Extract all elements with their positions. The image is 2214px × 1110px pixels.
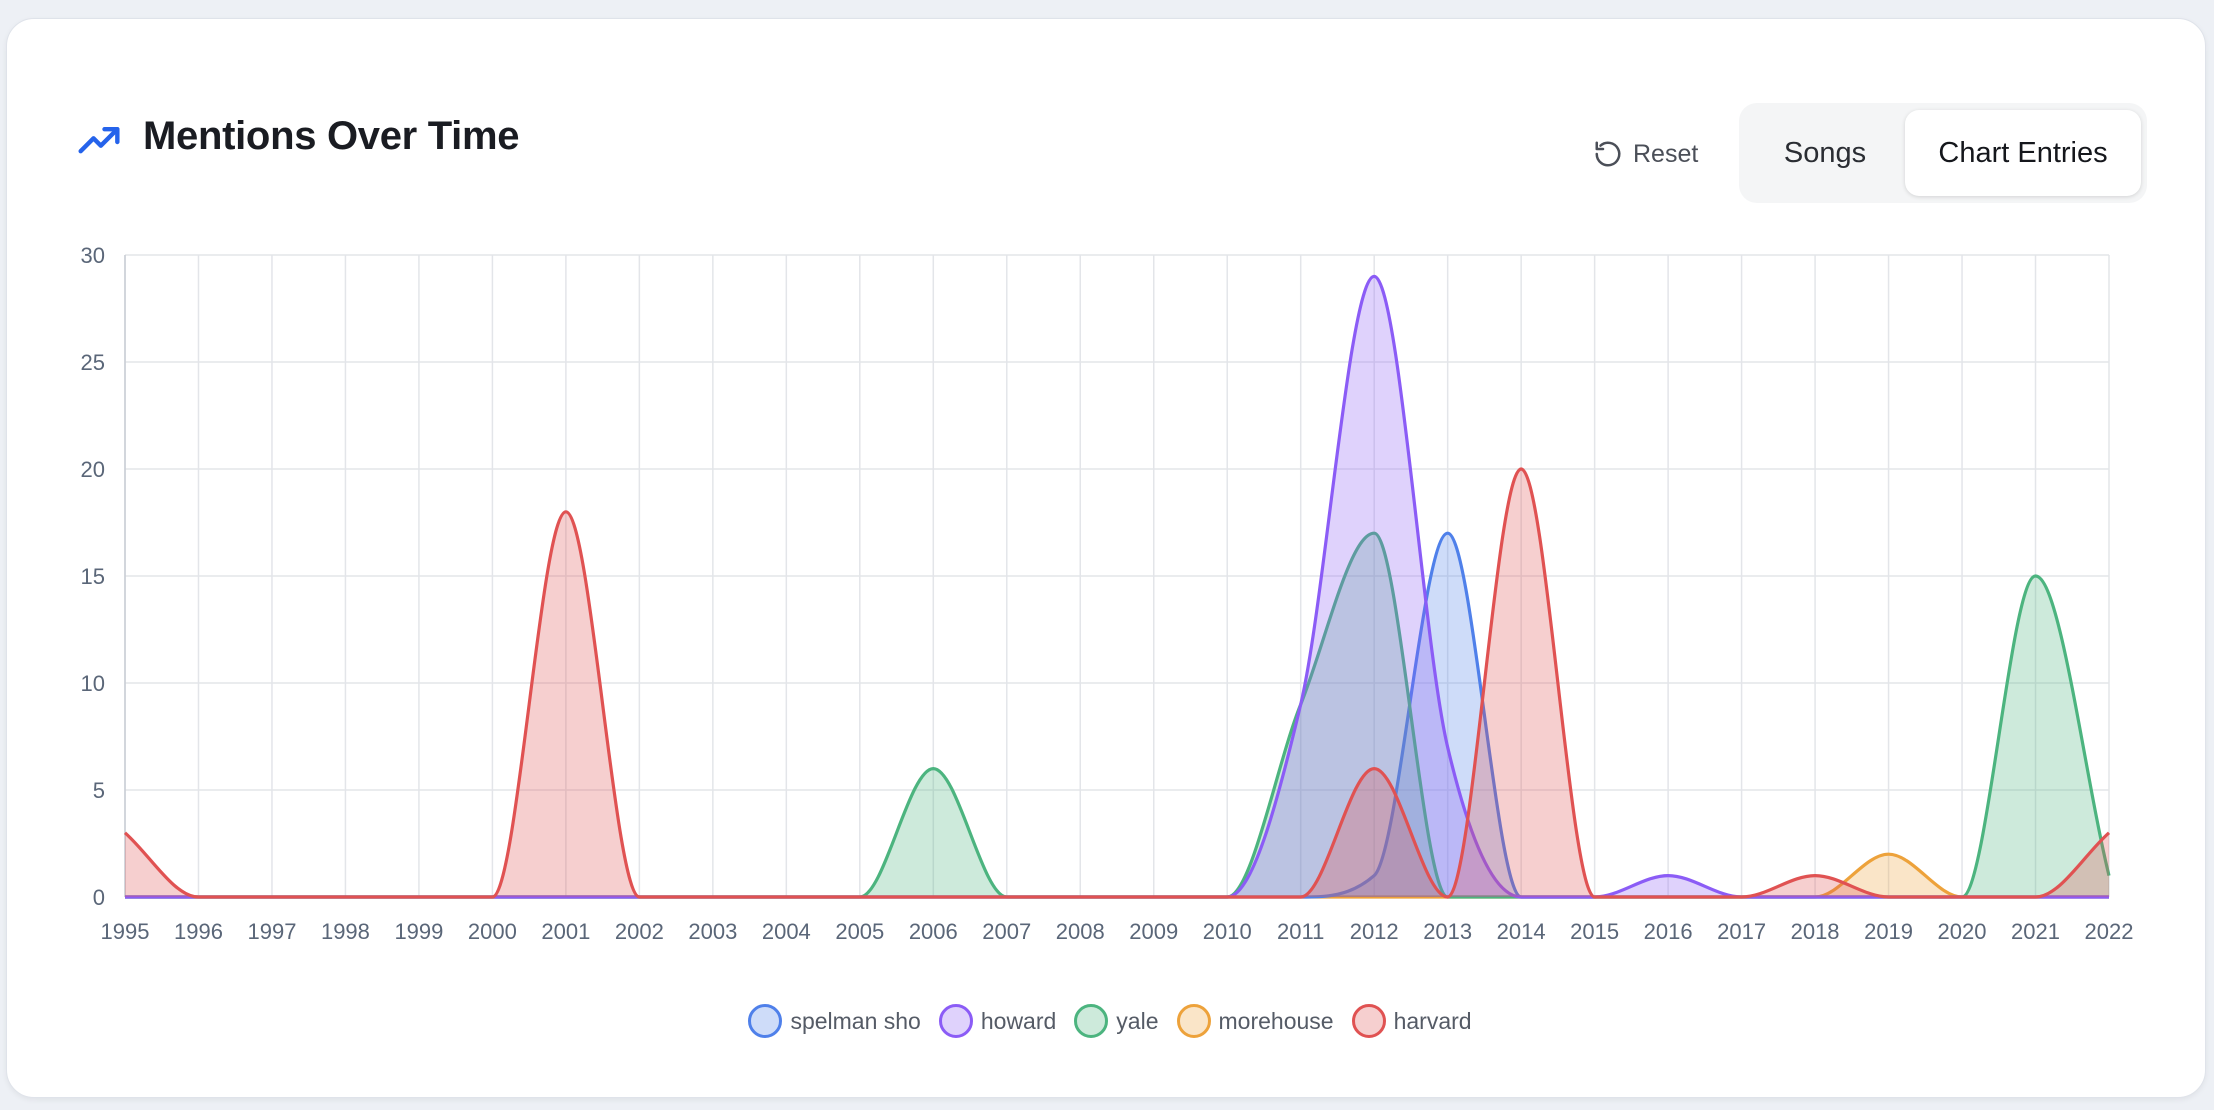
- x-tick-label: 2016: [1644, 919, 1693, 944]
- x-tick-label: 2007: [982, 919, 1031, 944]
- y-tick-label: 20: [81, 457, 105, 482]
- trending-up-icon: [78, 126, 120, 154]
- chart-card: Mentions Over Time Reset Songs Chart Ent…: [6, 18, 2206, 1098]
- x-tick-label: 2022: [2085, 919, 2134, 944]
- x-tick-label: 2021: [2011, 919, 2060, 944]
- legend-item-harvard[interactable]: harvard: [1351, 1004, 1472, 1038]
- x-tick-label: 2002: [615, 919, 664, 944]
- chart-title: Mentions Over Time: [143, 114, 520, 158]
- x-tick-label: 2017: [1717, 919, 1766, 944]
- series-areas: [123, 274, 2111, 899]
- y-tick-label: 15: [81, 564, 105, 589]
- legend-item-morehouse[interactable]: morehouse: [1176, 1004, 1334, 1038]
- legend-swatch: [1074, 1004, 1109, 1038]
- y-tick-label: 10: [81, 671, 105, 696]
- line-harvard: [123, 467, 2111, 899]
- legend-swatch: [1176, 1004, 1211, 1038]
- x-axis: 1995 1996 1997 1998 1999 2000 2001 2002 2003 2004…: [101, 919, 2134, 944]
- x-tick-label: 2018: [1791, 919, 1840, 944]
- x-tick-label: 2005: [835, 919, 884, 944]
- x-tick-label: 1995: [101, 919, 150, 944]
- legend-swatch: [1351, 1004, 1386, 1038]
- line-spelman-sho: [125, 531, 2109, 899]
- rotate-ccw-icon: [1595, 141, 1621, 167]
- legend-label: harvard: [1393, 1007, 1472, 1034]
- x-tick-label: 1996: [174, 919, 223, 944]
- legend-label: morehouse: [1218, 1007, 1334, 1034]
- chart-entries-toggle[interactable]: Chart Entries: [1905, 110, 2141, 196]
- x-tick-label: 2012: [1350, 919, 1399, 944]
- line-howard: [125, 274, 2109, 899]
- y-tick-label: 25: [81, 350, 105, 375]
- area-yale: [125, 533, 2109, 897]
- legend-swatch: [938, 1004, 973, 1038]
- x-tick-label: 2006: [909, 919, 958, 944]
- card-header: Mentions Over Time Reset Songs Chart Ent…: [7, 19, 2205, 239]
- reset-button[interactable]: Reset: [1593, 134, 1698, 174]
- chart-legend: spelman sho howard yale morehouse harvard: [7, 1001, 2205, 1041]
- legend-label: howard: [980, 1007, 1057, 1034]
- x-tick-label: 1997: [247, 919, 296, 944]
- x-tick-label: 2013: [1423, 919, 1472, 944]
- y-axis: 0 5 10 15 20 25 30: [81, 243, 126, 910]
- area-howard: [125, 276, 2109, 897]
- area-chart: 0 5 10 15 20 25 30 1995 1996 1997 1998 1999 2000 200…: [81, 243, 2134, 944]
- x-tick-label: 2020: [1938, 919, 1987, 944]
- x-tick-label: 2008: [1056, 919, 1105, 944]
- view-toggle-group: Songs Chart Entries: [1739, 103, 2147, 203]
- x-tick-label: 2004: [762, 919, 811, 944]
- area-spelman-sho: [125, 533, 2109, 897]
- x-tick-label: 2001: [541, 919, 590, 944]
- reset-label: Reset: [1633, 139, 1699, 168]
- songs-toggle[interactable]: Songs: [1783, 136, 1867, 169]
- y-tick-label: 30: [81, 243, 105, 268]
- legend-item-spelman-sho[interactable]: spelman sho: [748, 1004, 921, 1038]
- area-morehouse: [125, 854, 2109, 897]
- y-tick-label: 0: [93, 885, 105, 910]
- legend-item-howard[interactable]: howard: [938, 1004, 1057, 1038]
- legend-swatch: [748, 1004, 783, 1038]
- x-tick-label: 1998: [321, 919, 370, 944]
- legend-label: spelman sho: [790, 1007, 921, 1034]
- x-tick-label: 2009: [1129, 919, 1178, 944]
- x-tick-label: 2014: [1497, 919, 1546, 944]
- legend-label: yale: [1116, 1007, 1159, 1034]
- line-yale: [125, 531, 2111, 899]
- x-tick-label: 2003: [688, 919, 737, 944]
- grid: [124, 254, 2110, 898]
- x-tick-label: 2015: [1570, 919, 1619, 944]
- legend-item-yale[interactable]: yale: [1074, 1004, 1159, 1038]
- x-tick-label: 2010: [1203, 919, 1252, 944]
- x-tick-label: 2019: [1864, 919, 1913, 944]
- y-tick-label: 5: [93, 778, 105, 803]
- x-tick-label: 2011: [1277, 919, 1324, 944]
- x-tick-label: 1999: [394, 919, 443, 944]
- x-tick-label: 2000: [468, 919, 517, 944]
